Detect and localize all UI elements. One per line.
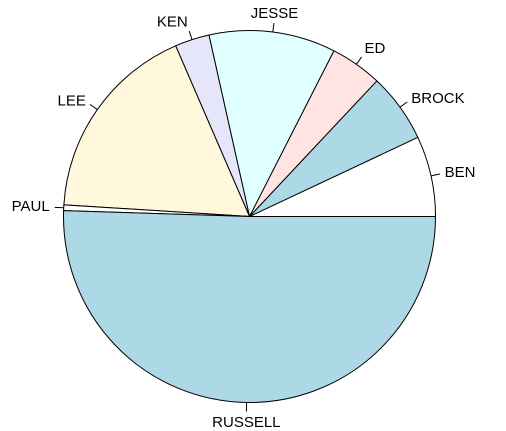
pie-tick-lee	[89, 103, 98, 110]
pie-label-ken: KEN	[157, 13, 188, 30]
pie-label-ed: ED	[365, 40, 386, 57]
pie-label-ben: BEN	[445, 164, 476, 181]
pie-label-jesse: JESSE	[251, 5, 299, 22]
pie-tick-ken	[188, 30, 193, 40]
pie-label-paul: PAUL	[12, 198, 50, 215]
pie-tick-brock	[399, 101, 408, 108]
pie-label-russell: RUSSELL	[212, 414, 280, 431]
pie-label-lee: LEE	[58, 92, 86, 109]
pie-tick-ben	[430, 173, 440, 177]
pie-slice-jesse	[208, 30, 335, 218]
pie-label-brock: BROCK	[411, 90, 464, 107]
pie-slice-russell	[63, 210, 437, 403]
pie-tick-ed	[356, 56, 363, 65]
pie-tick-jesse	[272, 22, 275, 33]
